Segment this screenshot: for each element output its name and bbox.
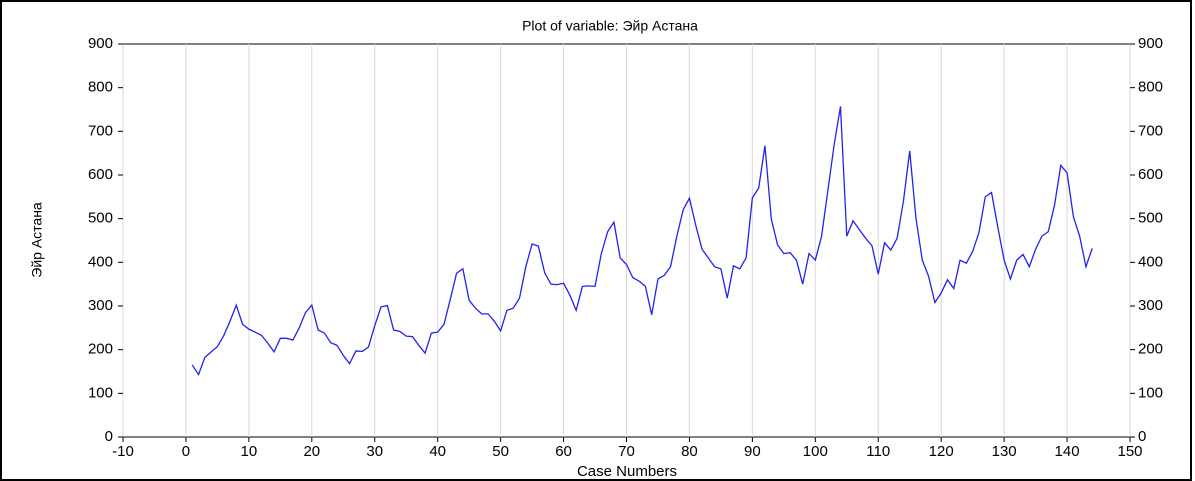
y-axis-label: Эйр Астана bbox=[29, 202, 45, 278]
y-tick-label: 400 bbox=[88, 253, 113, 270]
y-tick-label: 600 bbox=[88, 166, 113, 183]
y2-tick-label: 900 bbox=[1138, 35, 1163, 52]
x-tick-label: 120 bbox=[929, 443, 954, 460]
x-tick-label: 50 bbox=[492, 443, 509, 460]
y-tick-label: 0 bbox=[105, 428, 113, 445]
y-tick-label: 700 bbox=[88, 122, 113, 139]
x-tick-label: 0 bbox=[182, 443, 190, 460]
x-tick-label: 40 bbox=[429, 443, 446, 460]
x-tick-label: 110 bbox=[866, 443, 890, 460]
x-tick-label: -10 bbox=[112, 443, 134, 460]
x-tick-label: 130 bbox=[992, 443, 1017, 460]
x-tick-label: 80 bbox=[681, 443, 698, 460]
y-tick-label: 800 bbox=[88, 79, 113, 96]
y2-tick-label: 400 bbox=[1138, 253, 1163, 270]
x-tick-label: 10 bbox=[241, 443, 258, 460]
x-tick-label: 30 bbox=[366, 443, 383, 460]
x-tick-label: 90 bbox=[744, 443, 761, 460]
y-tick-label: 900 bbox=[88, 35, 113, 52]
y2-tick-label: 200 bbox=[1138, 341, 1163, 358]
y-tick-label: 200 bbox=[88, 341, 113, 358]
y2-tick-label: 0 bbox=[1138, 428, 1146, 445]
x-tick-label: 20 bbox=[303, 443, 320, 460]
y2-tick-label: 600 bbox=[1138, 166, 1163, 183]
y-tick-label: 300 bbox=[88, 297, 113, 314]
x-tick-label: 100 bbox=[803, 443, 828, 460]
y2-tick-label: 700 bbox=[1138, 122, 1163, 139]
y2-tick-label: 800 bbox=[1138, 79, 1163, 96]
x-tick-label: 70 bbox=[618, 443, 635, 460]
x-tick-label: 60 bbox=[555, 443, 572, 460]
x-axis-label: Case Numbers bbox=[577, 463, 677, 480]
y2-tick-label: 300 bbox=[1138, 297, 1163, 314]
line bbox=[191, 106, 1093, 376]
y2-tick-label: 500 bbox=[1138, 210, 1163, 227]
x-tick-label: 150 bbox=[1117, 443, 1142, 460]
y-tick-label: 100 bbox=[88, 384, 113, 401]
chart-title: Plot of variable: Эйр Астана bbox=[522, 18, 698, 34]
y-tick-label: 500 bbox=[88, 210, 113, 227]
x-tick-label: 140 bbox=[1055, 443, 1080, 460]
y2-tick-label: 100 bbox=[1138, 384, 1163, 401]
